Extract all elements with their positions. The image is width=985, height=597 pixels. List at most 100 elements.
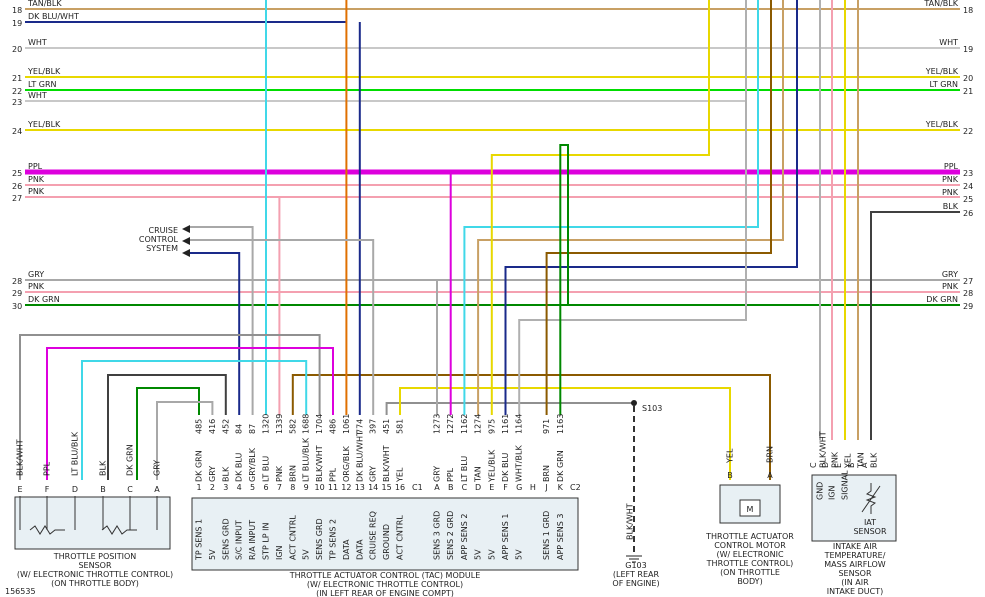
wire-color: DK BLU/WHT <box>355 431 364 482</box>
row-label: PNK <box>942 282 959 291</box>
motor-label: BODY) <box>737 577 762 586</box>
motor-label: CONTROL MOTOR <box>714 541 786 550</box>
pin-function: TP SENS 2 <box>329 519 338 561</box>
pin-function: 5V <box>302 549 311 560</box>
pin-letter: B <box>727 471 733 480</box>
row-label: TAN/BLK <box>27 0 62 8</box>
pin-function: ACT CNTRL <box>288 515 297 560</box>
row-number: 28 <box>12 277 22 286</box>
wire-color: PNK <box>831 451 840 468</box>
pin-letter: C <box>809 462 818 468</box>
wire <box>504 0 798 415</box>
pin-letter: D <box>821 462 830 468</box>
row-number: 22 <box>12 87 22 96</box>
row-number: 20 <box>963 74 973 83</box>
pin-letter: A <box>860 462 869 468</box>
cruise-label: SYSTEM <box>146 244 178 253</box>
pin-number: D <box>475 483 481 492</box>
row-label: DK GRN <box>28 295 60 304</box>
row-label: YEL/BLK <box>925 67 959 76</box>
pin-function: 5V <box>208 549 217 560</box>
pin-function: SENS GRD <box>221 518 230 560</box>
wire <box>559 144 569 415</box>
cruise-label: CONTROL <box>139 235 179 244</box>
cruise-label: CRUISE <box>149 226 179 235</box>
row-number: 23 <box>12 98 22 107</box>
wire-color: PPL <box>329 467 338 482</box>
wire-color: GRY <box>153 460 162 476</box>
wire <box>545 0 772 415</box>
pin-function: SIGNAL <box>841 470 850 500</box>
wire-color: BRN <box>288 465 297 482</box>
wire-color: BRN <box>766 446 775 463</box>
row-number: 24 <box>963 182 973 191</box>
row-label: LT GRN <box>929 80 958 89</box>
tps-body <box>14 496 171 550</box>
wire-color: GRY/BLK <box>248 447 257 482</box>
row-label: TAN/BLK <box>923 0 958 8</box>
circuit-number: 1164 <box>515 414 524 434</box>
row-number: 21 <box>12 74 22 83</box>
iat-label: INTAKE AIR <box>833 542 878 551</box>
connector-id: C1 <box>412 483 423 492</box>
wire-color: DK BLU <box>501 453 510 482</box>
pin-number: 16 <box>395 483 405 492</box>
arrow <box>182 237 190 245</box>
wire-color: PNK <box>275 465 284 482</box>
pin-letter: C <box>127 485 133 494</box>
pin-number: F <box>503 483 508 492</box>
row-number: 29 <box>963 302 973 311</box>
row-number: 27 <box>12 194 22 203</box>
wire-color: LT BLU/BLK <box>302 437 311 482</box>
circuit-number: 485 <box>195 419 204 434</box>
pin-function: R/A INPUT <box>248 520 257 560</box>
circuit-number: 1274 <box>474 414 483 434</box>
pin-function: SENS GRD <box>315 518 324 560</box>
wire-color: PPL <box>43 461 52 476</box>
wire-color: BLK/WHT <box>16 439 25 476</box>
splice-dot <box>631 400 637 406</box>
pin-letter: E <box>17 485 22 494</box>
circuit-number: 1163 <box>556 414 565 434</box>
wire-color: BLK <box>870 452 879 468</box>
motor-symbol-box <box>739 499 761 517</box>
wire-color: YEL <box>844 453 853 469</box>
wire <box>46 347 334 480</box>
resistor <box>29 525 137 535</box>
circuit-number: 774 <box>355 419 364 434</box>
circuit-number: 582 <box>288 419 297 434</box>
pin-letter: B <box>100 485 106 494</box>
row-label: PNK <box>942 175 959 184</box>
row-label: WHT <box>28 91 47 100</box>
motor-label: (W/ ELECTRONIC <box>716 550 784 559</box>
row-number: 18 <box>963 6 973 15</box>
row-label: GRY <box>28 270 44 279</box>
row-number: 19 <box>963 45 973 54</box>
row-label: GRY <box>942 270 958 279</box>
wire-color: BLK/WHT <box>626 503 635 540</box>
wire <box>156 401 214 480</box>
wire-color: ORG/BLK <box>342 445 351 482</box>
wire-color: GRY <box>369 466 378 482</box>
pin-number: 4 <box>237 483 242 492</box>
pin-number: K <box>558 483 564 492</box>
tac-label: (IN LEFT REAR OF ENGINE COMPT) <box>316 589 454 597</box>
circuit-number: 1688 <box>302 414 311 434</box>
row-label: YEL/BLK <box>27 67 61 76</box>
row-number: 21 <box>963 87 973 96</box>
pin-number: 8 <box>290 483 295 492</box>
row-label: YEL/BLK <box>925 120 959 129</box>
wire-color: BLK/WHT <box>819 431 828 468</box>
row-label: PNK <box>28 175 45 184</box>
row-number: 24 <box>12 127 22 136</box>
pin-letter: D <box>72 485 78 494</box>
arrow <box>182 249 190 257</box>
circuit-number: 1320 <box>262 414 271 434</box>
circuit-number: 1162 <box>460 414 469 434</box>
pin-number: J <box>544 483 547 492</box>
pin-function: GROUND <box>382 524 391 560</box>
pin-number: B <box>448 483 454 492</box>
wire-color: DK GRN <box>556 450 565 482</box>
row-label: PPL <box>28 162 43 171</box>
iat-label: INTAKE DUCT) <box>827 587 884 596</box>
